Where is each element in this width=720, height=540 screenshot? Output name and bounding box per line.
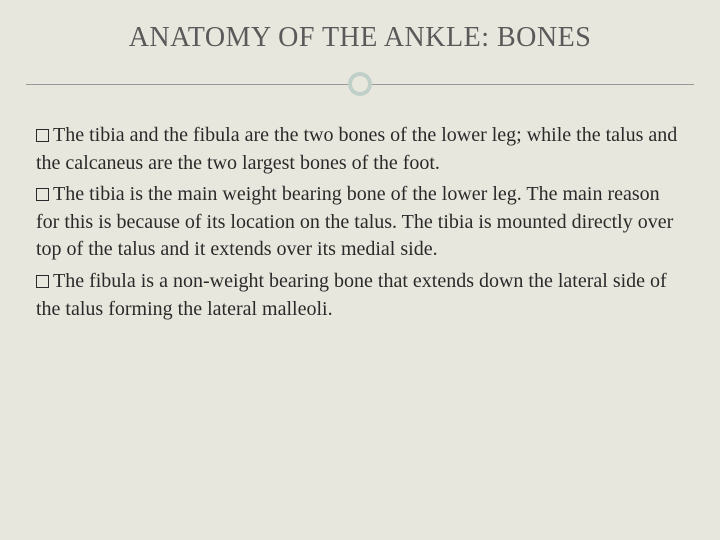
bullet-item: The fibula is a non-weight bearing bone …: [36, 268, 684, 323]
bullet-text: The fibula is a non-weight bearing bone …: [36, 270, 667, 320]
divider-circle-icon: [348, 72, 372, 96]
bullet-text: The tibia is the main weight bearing bon…: [36, 183, 673, 260]
bullet-text: The tibia and the fibula are the two bon…: [36, 124, 677, 174]
square-bullet-icon: [36, 275, 49, 288]
square-bullet-icon: [36, 129, 49, 142]
bullet-item: The tibia is the main weight bearing bon…: [36, 181, 684, 264]
square-bullet-icon: [36, 188, 49, 201]
slide-title: ANATOMY OF THE ANKLE: BONES: [26, 22, 694, 54]
content-area: The tibia and the fibula are the two bon…: [26, 122, 694, 323]
slide-container: ANATOMY OF THE ANKLE: BONES The tibia an…: [0, 0, 720, 540]
title-divider: [26, 72, 694, 96]
bullet-item: The tibia and the fibula are the two bon…: [36, 122, 684, 177]
